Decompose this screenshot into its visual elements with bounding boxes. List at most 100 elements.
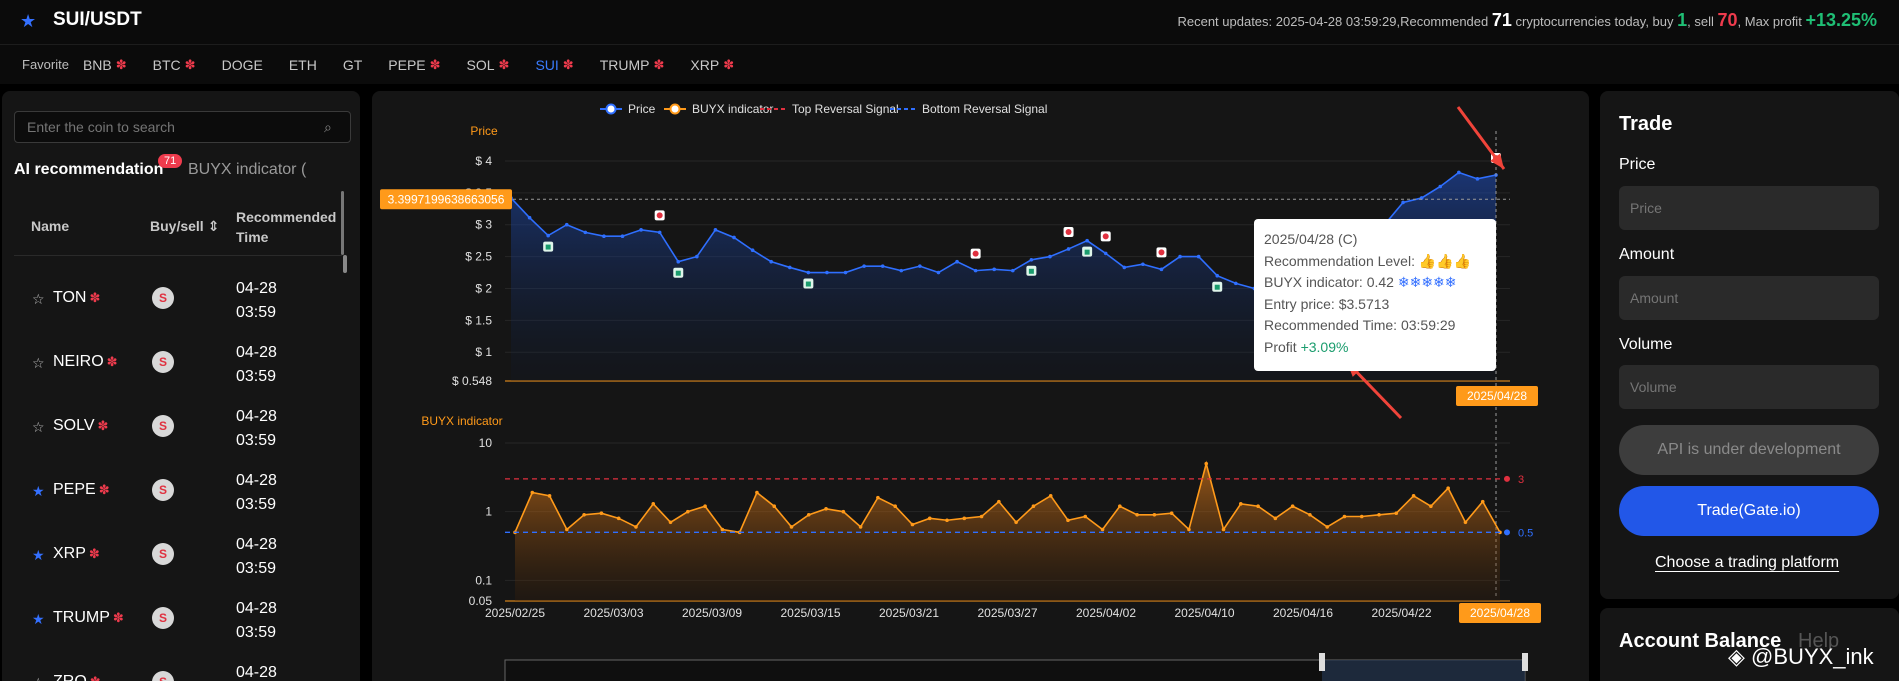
choose-platform-link[interactable]: Choose a trading platform — [1655, 554, 1840, 571]
gear-icon: ✽ — [562, 56, 574, 72]
price-point — [955, 259, 959, 264]
sell-signal-badge: S — [152, 287, 174, 309]
favorite-item-sol[interactable]: SOL ✽ — [466, 56, 510, 73]
favorite-item-btc[interactable]: BTC ✽ — [152, 56, 196, 73]
price-point — [732, 235, 736, 240]
tab-ai-recommendation[interactable]: AI recommendation — [14, 161, 164, 178]
buy-signal-marker — [1082, 246, 1093, 257]
buyx-point — [565, 527, 569, 532]
price-point — [1401, 200, 1405, 205]
coin-row[interactable]: ☆ ZRO✽ S 04-28 — [14, 651, 344, 681]
tab-buyx-indicator[interactable]: BUYX indicator ( — [188, 161, 307, 178]
price-point — [992, 267, 997, 272]
favorite-item-doge[interactable]: DOGE — [221, 56, 263, 73]
favorite-star-icon[interactable]: ☆ — [32, 419, 45, 435]
api-button[interactable]: API is under development — [1619, 425, 1879, 475]
buy-marker-dot — [805, 281, 811, 287]
favorite-item-pepe[interactable]: PEPE ✽ — [388, 56, 441, 73]
buyx-point — [1187, 527, 1191, 532]
volume-input[interactable] — [1619, 365, 1879, 409]
col-header-buysell[interactable]: Buy/sell ⇕ — [150, 218, 220, 234]
price-point — [1215, 273, 1220, 278]
watermark: ◈ @BUYX_ink — [1728, 644, 1874, 669]
volume-label: Volume — [1619, 336, 1673, 353]
gear-icon: ✽ — [429, 56, 441, 72]
price-y-tick: $ 1 — [475, 345, 492, 359]
max-profit: +13.25% — [1805, 10, 1877, 30]
buyx-point — [1256, 504, 1260, 509]
search-icon[interactable]: ⌕ — [324, 119, 332, 135]
x-axis-tick: 2025/04/10 — [1174, 606, 1234, 620]
price-point — [769, 259, 773, 264]
x-axis-tick: 2025/03/27 — [977, 606, 1037, 620]
coin-row[interactable]: ☆ TON ✽ S 04-28 03:59 — [14, 267, 344, 331]
favorite-item-trump[interactable]: TRUMP ✽ — [599, 56, 665, 73]
gear-icon: ✽ — [112, 610, 124, 625]
buy-marker-dot — [1028, 268, 1034, 274]
x-axis-active-badge — [1459, 603, 1541, 623]
chart-canvas[interactable]: Price BUYX indicator Top Reversal Signal Bo… — [372, 91, 1589, 681]
buyx-point — [1411, 494, 1416, 498]
price-label: Price — [1619, 156, 1656, 173]
coin-search-input[interactable] — [14, 111, 351, 143]
col-header-time: Recommended Time — [236, 209, 337, 245]
favorite-star-icon[interactable]: ☆ — [32, 355, 45, 371]
buyx-point — [962, 516, 967, 521]
favorite-star-icon[interactable]: ★ — [32, 611, 45, 627]
price-point — [546, 233, 550, 238]
sell-signal-marker — [970, 248, 981, 259]
buyx-point — [1100, 527, 1105, 532]
favorite-item-xrp[interactable]: XRP ✽ — [690, 56, 735, 73]
buyx-point — [1325, 525, 1329, 529]
recommended-time: 04-28 — [236, 664, 277, 681]
trade-gateio-button[interactable]: Trade(Gate.io) — [1619, 486, 1879, 536]
amount-input[interactable] — [1619, 276, 1879, 320]
help-link[interactable]: Help — [1798, 630, 1840, 652]
buyx-point — [1308, 513, 1312, 517]
list-scrollbar[interactable] — [341, 191, 344, 255]
legend-label: Bottom Reversal Signal — [922, 102, 1047, 116]
favorite-item-gt[interactable]: GT — [342, 56, 363, 73]
price-point — [1010, 268, 1015, 273]
favorite-item-bnb[interactable]: BNB ✽ — [82, 56, 127, 73]
buyx-point — [1342, 514, 1347, 519]
x-axis-tick: 2025/04/22 — [1371, 606, 1431, 620]
buy-signal-marker — [1026, 265, 1037, 276]
x-axis-tick: 2025/04/02 — [1076, 606, 1136, 620]
price-point — [527, 215, 532, 220]
coin-row[interactable]: ★ XRP ✽ S 04-28 03:59 — [14, 523, 344, 587]
favorite-star-icon[interactable]: ★ — [32, 547, 45, 563]
recommended-time: 04-28 03:59 — [236, 600, 277, 641]
buyx-point — [1083, 514, 1088, 519]
x-axis-tick: 2025/02/25 — [485, 606, 545, 620]
price-input[interactable] — [1619, 186, 1879, 230]
favorite-item-eth[interactable]: ETH — [288, 56, 317, 73]
buyx-point — [927, 516, 932, 521]
favorite-star-icon[interactable]: ☆ — [32, 291, 45, 307]
price-point — [1103, 251, 1108, 256]
gear-icon: ✽ — [723, 56, 735, 72]
coin-row[interactable]: ☆ NEIRO ✽ S 04-28 03:59 — [14, 331, 344, 395]
buyx-area — [515, 463, 1500, 601]
favorite-item-sui[interactable]: SUI ✽ — [535, 56, 574, 73]
buyx-point — [858, 525, 863, 529]
legend-swatch-dot — [669, 103, 681, 115]
favorite-star-icon[interactable]: ☆ — [32, 675, 45, 681]
coin-row[interactable]: ★ TRUMP ✽ S 04-28 03:59 — [14, 587, 344, 651]
buyx-point — [997, 499, 1001, 504]
favorite-star-icon[interactable]: ★ — [32, 483, 45, 499]
buyx-point — [1394, 511, 1399, 515]
coin-row[interactable]: ★ PEPE ✽ S 04-28 03:59 — [14, 459, 344, 523]
price-y-tick: $ 1.5 — [465, 313, 492, 327]
favorite-star-icon[interactable]: ★ — [20, 11, 37, 31]
coin-row[interactable]: ☆ SOLV ✽ S 04-28 03:59 — [14, 395, 344, 459]
buyx-point — [806, 513, 811, 517]
list-scroll-thumb[interactable] — [343, 255, 347, 273]
tooltip-buyx: BUYX indicator: 0.42 ❄❄❄❄❄ — [1264, 274, 1457, 290]
price-point — [695, 254, 699, 259]
price-point — [1438, 184, 1443, 189]
price-point — [880, 264, 885, 268]
price-point — [1159, 267, 1164, 272]
sell-marker-dot — [1158, 249, 1165, 256]
buyx-point — [841, 509, 846, 514]
